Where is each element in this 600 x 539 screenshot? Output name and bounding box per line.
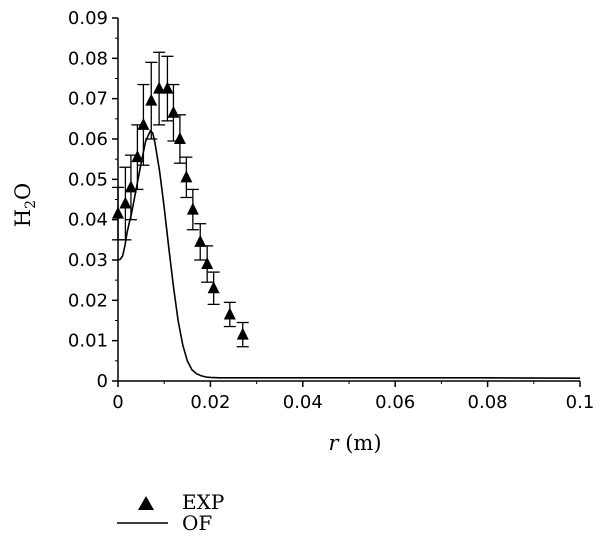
exp-point	[201, 257, 214, 270]
y-tick-label: 0.04	[68, 210, 108, 231]
of-series-line	[117, 129, 581, 379]
y-tick-label: 0.03	[68, 250, 108, 271]
exp-point	[131, 150, 144, 163]
legend-label-of: OF	[182, 511, 212, 535]
y-tick-label: 0.08	[68, 48, 108, 69]
exp-point	[180, 170, 193, 183]
x-tick-label: 0.06	[375, 392, 415, 413]
y-tick-label: 0.09	[68, 8, 108, 29]
x-tick-label: 0.04	[283, 392, 323, 413]
exp-point	[153, 81, 166, 94]
x-axis-label: r (m)	[328, 431, 381, 455]
exp-point	[137, 117, 150, 130]
y-tick-label: 0.07	[68, 89, 108, 110]
legend-label-exp: EXP	[182, 490, 224, 514]
exp-point	[223, 307, 236, 320]
y-axis-title: H2O	[11, 183, 39, 227]
x-tick-label: 0.02	[190, 392, 230, 413]
exp-point	[173, 132, 186, 144]
y-tick-label: 0.01	[68, 331, 108, 352]
exp-point	[236, 327, 249, 340]
exp-point	[167, 105, 180, 118]
x-tick-label: 0.1	[566, 392, 595, 413]
legend: EXP OF	[117, 490, 224, 535]
y-tick-label: 0	[97, 371, 108, 392]
exp-point	[161, 81, 174, 94]
x-tick-label: 0	[112, 392, 123, 413]
exp-point	[112, 206, 124, 219]
exp-point	[119, 196, 132, 209]
y-tick-label: 0.05	[68, 169, 108, 190]
exp-point	[124, 180, 137, 193]
y-tick-label: 0.02	[68, 290, 108, 311]
y-axis-label: H2O	[11, 183, 39, 227]
exp-point	[207, 281, 220, 294]
x-tick-label: 0.08	[468, 392, 508, 413]
legend-marker-triangle	[138, 496, 154, 510]
exp-point	[145, 93, 158, 106]
y-tick-label: 0.06	[68, 129, 108, 150]
plot-area: 0 0.01 0.02 0.03 0.04 0.05 0.06 0.07 0.08 0.09 0 0.…	[68, 8, 594, 413]
exp-point	[194, 234, 207, 247]
exp-point	[186, 202, 199, 215]
